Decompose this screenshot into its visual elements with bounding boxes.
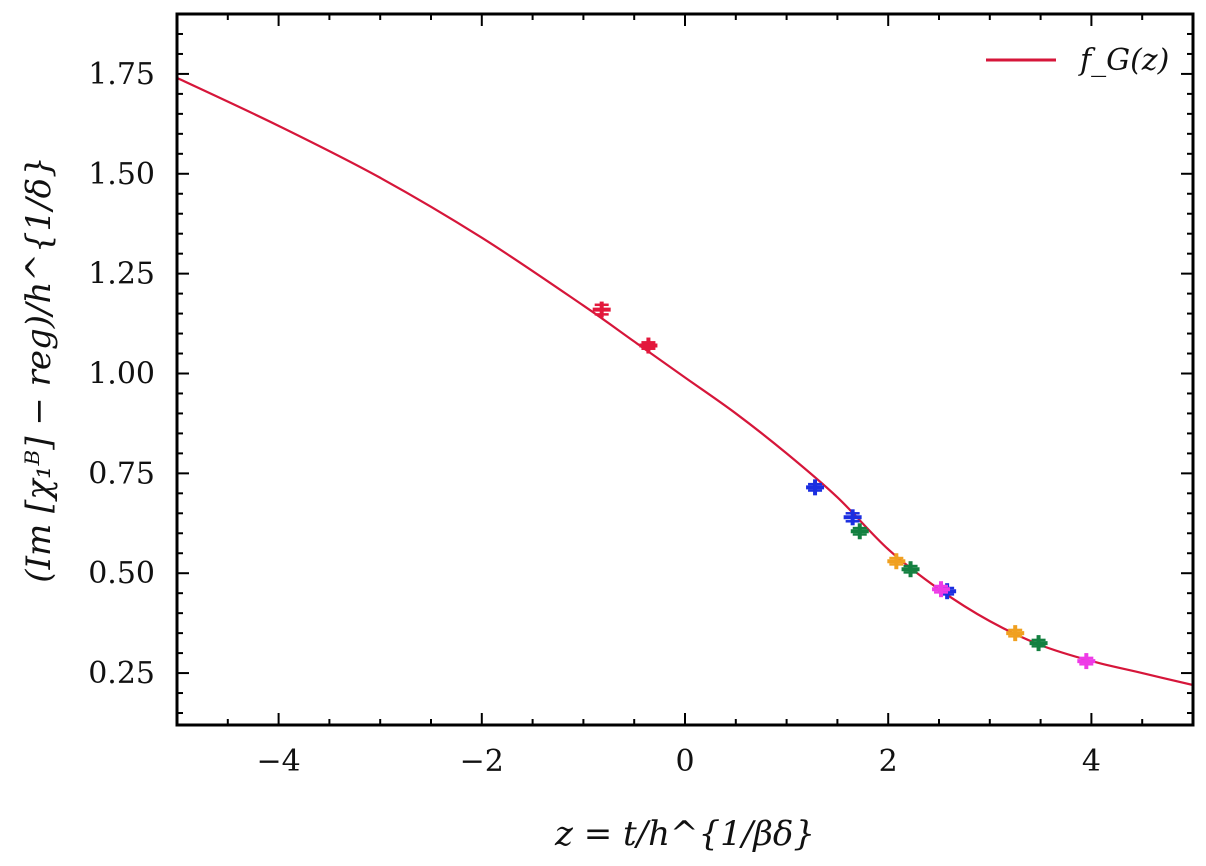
fit-curve [177,76,1193,687]
data-point [592,301,611,318]
x-tick-label: 4 [1082,744,1101,779]
y-tick-label: 1.50 [88,157,155,192]
y-axis-label: (Im [χ₁ᴮ] − reg)/h^{1/δ} [19,156,59,582]
tick-labels: −4 −2 0 2 4 0.25 0.50 0.75 1.00 1.25 1.50 1.75 [88,57,1101,779]
x-tick-label: −4 [256,744,300,779]
legend: f_G(z) [986,43,1169,78]
data-point [850,523,869,540]
data-point [639,337,658,354]
legend-label: f_G(z) [1078,43,1169,78]
x-axis-label: z = t/h^{1/βδ} [554,814,815,854]
y-tick-label: 0.25 [88,656,155,691]
x-tick-label: −2 [460,744,504,779]
data-point [843,509,862,526]
data-point [1029,635,1048,652]
y-tick-label: 0.75 [88,456,155,491]
data-point [806,479,825,496]
y-tick-label: 1.75 [88,57,155,92]
x-tick-label: 0 [675,744,694,779]
plot-area [177,76,1193,687]
y-tick-label: 0.50 [88,556,155,591]
plot-frame [175,12,1195,727]
data-point [901,561,920,578]
y-tick-label: 1.00 [88,356,155,391]
y-tick-label: 1.25 [88,257,155,292]
data-point [932,581,951,598]
x-tick-label: 2 [879,744,898,779]
axis-ticks [176,13,1194,725]
data-point [1077,653,1096,670]
data-point [1006,625,1025,642]
data-point [887,553,906,570]
